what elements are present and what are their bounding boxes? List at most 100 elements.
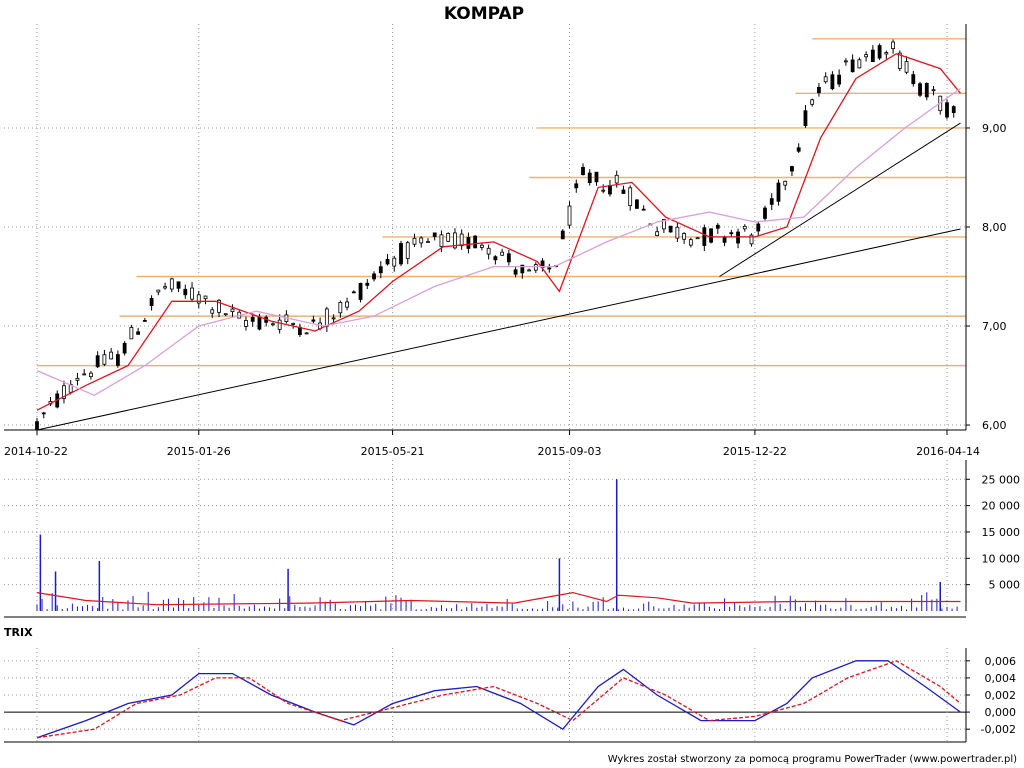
candle-body [183,288,188,296]
candle-body [35,421,39,430]
candle-body [661,219,666,230]
candle-body [574,183,579,189]
candle-body [338,301,343,314]
candle-body [41,412,46,415]
candle-body [345,301,349,308]
candle-body [89,372,93,378]
candle-body [601,189,606,192]
candle-body [776,182,781,202]
candle-body [358,283,363,300]
candle-body [75,378,80,381]
trix-signal-line [36,660,961,739]
candle-body [250,316,255,322]
candle-body [399,242,403,265]
candle-body [931,89,936,92]
candle-body [877,45,882,59]
volume-grid [4,460,966,611]
candle-body [405,242,410,259]
price-y-tick-label: 6,00 [982,419,1007,432]
candle-body [675,226,680,239]
candle-body [122,342,127,354]
candle-body [378,266,383,274]
candle-body [453,232,457,249]
candle-body [857,59,862,69]
trix-y-tick-label: 0,002 [985,689,1017,702]
price-y-tick-label: 9,00 [982,122,1007,135]
chart-title: KOMPAP [444,4,524,24]
candle-body [560,230,565,240]
candle-body [635,199,639,209]
price-y-tick-label: 8,00 [982,221,1007,234]
candle-body [817,87,821,94]
volume-panel: 5 000 10 000 15 000 20 000 25 000 [4,460,1021,618]
candle-body [803,110,808,127]
candle-body [479,244,484,248]
trix-lines [36,660,961,739]
candle-body [351,291,356,294]
candle-body [392,257,397,267]
trix-line [36,660,961,739]
candle-body [466,237,471,249]
candle-body [870,49,875,63]
candle-body [742,225,747,230]
candle-body [850,59,855,73]
candle-body [527,269,531,272]
candle-body [385,258,390,265]
trix-grid [4,648,966,742]
candle-body [884,52,889,55]
x-tick-label: 2015-09-03 [538,445,602,458]
trix-y-tick-label: -0,002 [981,723,1016,736]
candle-body [911,74,916,85]
candle-body [810,99,815,105]
candle-body [783,180,788,186]
volume-average-line [36,591,961,606]
candle-body [837,74,842,85]
volume-y-tick-label: 20 000 [982,500,1021,513]
volume-y-tick-label: 15 000 [982,526,1021,539]
candle-body [843,60,848,63]
candle-body [82,373,87,376]
volume-y-tick-label: 10 000 [982,552,1021,565]
candle-body [547,267,552,270]
price-y-tick-label: 7,00 [982,320,1007,333]
volume-y-tick-label: 25 000 [982,473,1021,486]
candle-body [169,278,174,290]
trend-line [719,122,961,277]
candle-body [830,74,835,90]
candle-body [372,273,376,280]
candle-body [924,83,929,98]
candle-body [533,264,538,271]
candle-body [540,260,545,268]
trend-lines [36,122,961,431]
candle-body [311,319,316,322]
candle-body [419,237,424,244]
candle-body [729,232,734,235]
candle-body [581,166,585,176]
candle-body [904,61,909,73]
candle-body [722,237,727,243]
moving-average-short [36,52,962,411]
candle-body [945,102,949,118]
candle-body [163,286,167,289]
candle-body [513,269,518,275]
candle-body [271,323,275,326]
candle-body [688,239,693,246]
candle-body [567,205,572,226]
candle-body [115,354,120,366]
candle-body [62,385,66,399]
candle-body [277,319,282,330]
candle-body [129,326,134,340]
candle-body [493,256,498,261]
candle-body [621,189,626,194]
moving-average-long [36,87,961,397]
candle-body [715,224,720,229]
candle-body [628,187,633,207]
candle-body [951,106,956,114]
candle-body [608,185,612,195]
candle-body [702,227,707,246]
support-resistance-lines [37,38,966,367]
candle-body [446,233,451,242]
candle-body [156,289,161,293]
candle-body [823,76,828,83]
candle-body [412,237,417,245]
